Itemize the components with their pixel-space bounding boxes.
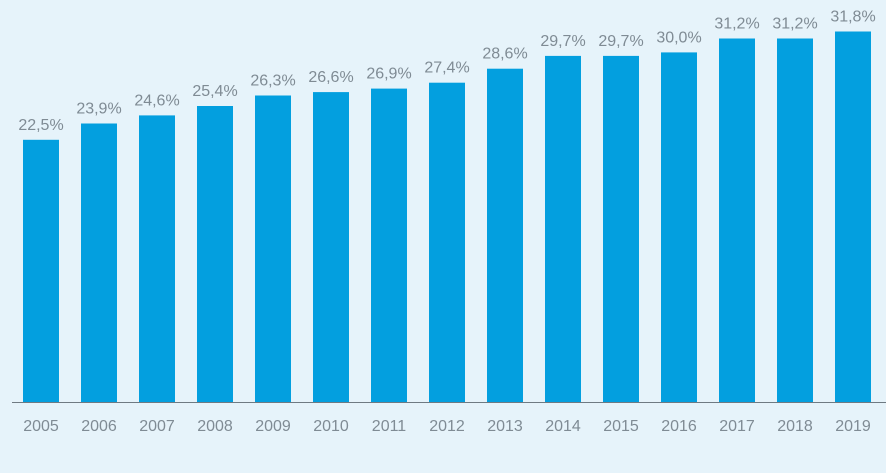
x-tick-label-2006: 2006 [81,418,117,435]
data-label-2016: 30,0% [656,29,701,46]
bar-2013 [487,68,523,402]
x-tick-label-2009: 2009 [255,418,291,435]
x-tick-label-2014: 2014 [545,418,581,435]
x-tick-label-2011: 2011 [372,418,407,435]
bar-2016 [661,52,697,403]
data-label-2011: 26,9% [366,66,411,83]
data-label-2010: 26,6% [308,69,353,86]
x-tick-label-2018: 2018 [777,418,813,435]
data-label-2017: 31,2% [714,16,759,33]
data-label-2008: 25,4% [192,83,237,100]
x-tick-label-2013: 2013 [487,418,523,435]
bars-group [23,31,871,403]
x-tick-label-2012: 2012 [429,418,465,435]
bar-2012 [429,82,465,402]
bar-2007 [139,115,175,403]
data-label-2018: 31,2% [772,16,817,33]
bar-2017 [719,38,755,402]
data-labels-group: 22,5% 23,9% 24,6% 25,4% 26,3% 26,6% 26,9% 27,4%… [18,9,875,134]
x-tick-label-2016: 2016 [661,418,697,435]
x-tick-label-2008: 2008 [197,418,233,435]
data-label-2014: 29,7% [540,33,585,50]
data-label-2015: 29,7% [598,33,643,50]
x-tick-label-2015: 2015 [603,418,639,435]
data-label-2009: 26,3% [250,73,295,90]
bar-2010 [313,92,349,402]
x-tick-label-2019: 2019 [835,418,871,435]
bar-2019 [835,31,871,402]
x-tick-label-2005: 2005 [23,418,59,435]
bar-2011 [371,88,407,402]
data-label-2007: 24,6% [134,92,179,109]
data-label-2019: 31,8% [830,9,875,26]
bar-2018 [777,38,813,402]
x-tick-label-2017: 2017 [719,418,755,435]
x-tick-labels-group: 2005 2006 2007 2008 2009 2010 2011 2012 2013 2014… [23,418,871,435]
bar-2009 [255,95,291,402]
data-label-2013: 28,6% [482,46,527,63]
bar-2005 [23,139,59,403]
data-label-2012: 27,4% [424,60,469,77]
bar-2015 [603,55,639,403]
x-tick-label-2010: 2010 [313,418,349,435]
data-label-2006: 23,9% [76,101,121,118]
bar-2008 [197,106,233,402]
bar-2006 [81,123,117,402]
x-tick-label-2007: 2007 [139,418,175,435]
bar-2014 [545,55,581,403]
data-label-2005: 22,5% [18,117,63,134]
